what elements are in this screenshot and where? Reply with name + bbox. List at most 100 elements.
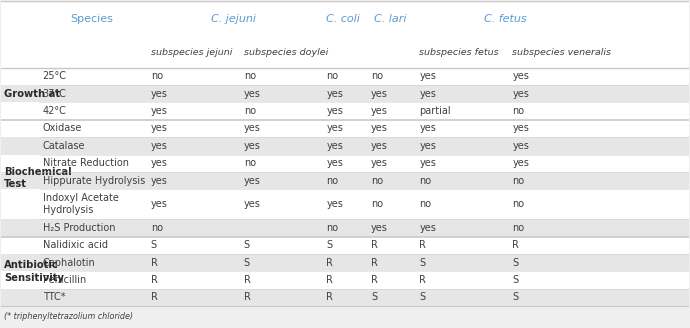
Text: yes: yes (371, 158, 388, 168)
Text: yes: yes (244, 175, 261, 186)
Text: S: S (420, 292, 426, 302)
Text: Indoxyl Acetate
Hydrolysis: Indoxyl Acetate Hydrolysis (43, 193, 119, 215)
Text: R: R (151, 275, 158, 285)
Text: TTC*: TTC* (43, 292, 65, 302)
Text: 25°C: 25°C (43, 71, 67, 81)
Text: yes: yes (513, 123, 529, 133)
Text: yes: yes (151, 123, 168, 133)
Bar (1, 271, 689, 289)
Text: S: S (244, 257, 250, 268)
Text: yes: yes (513, 71, 529, 81)
Text: C. lari: C. lari (373, 14, 406, 25)
Text: yes: yes (420, 158, 436, 168)
Text: yes: yes (371, 141, 388, 151)
Text: no: no (513, 175, 524, 186)
Text: no: no (513, 199, 524, 209)
Text: subspecies veneralis: subspecies veneralis (513, 49, 611, 57)
Text: Antibiotic
Sensitivity: Antibiotic Sensitivity (4, 260, 64, 282)
Text: Penicillin: Penicillin (43, 275, 86, 285)
Text: no: no (326, 175, 339, 186)
Text: yes: yes (513, 141, 529, 151)
Text: no: no (244, 71, 256, 81)
Text: no: no (151, 71, 163, 81)
Text: S: S (513, 275, 518, 285)
Text: yes: yes (420, 223, 436, 233)
Text: yes: yes (244, 123, 261, 133)
Text: S: S (420, 257, 426, 268)
Text: yes: yes (244, 199, 261, 209)
Text: Hippurate Hydrolysis: Hippurate Hydrolysis (43, 175, 145, 186)
Text: R: R (513, 240, 519, 250)
Text: C. jejuni: C. jejuni (210, 14, 255, 25)
Text: S: S (513, 257, 518, 268)
Text: Growth at: Growth at (4, 89, 60, 99)
Text: R: R (371, 275, 378, 285)
Text: 42°C: 42°C (43, 106, 66, 116)
Text: yes: yes (371, 223, 388, 233)
Text: yes: yes (151, 199, 168, 209)
Text: R: R (151, 257, 158, 268)
Text: R: R (244, 292, 250, 302)
Text: no: no (244, 158, 256, 168)
Bar (1, 189, 689, 219)
Text: yes: yes (244, 141, 261, 151)
Text: R: R (420, 240, 426, 250)
Text: R: R (326, 257, 333, 268)
Text: yes: yes (151, 89, 168, 99)
Text: Oxidase: Oxidase (43, 123, 82, 133)
Bar (1, 85, 689, 102)
Text: C. fetus: C. fetus (484, 14, 526, 25)
Text: yes: yes (326, 158, 344, 168)
Text: R: R (244, 275, 250, 285)
Text: yes: yes (513, 89, 529, 99)
Text: no: no (326, 223, 339, 233)
Text: R: R (151, 292, 158, 302)
Bar (1, 102, 689, 120)
Text: R: R (326, 292, 333, 302)
Text: subspecies jejuni: subspecies jejuni (151, 49, 233, 57)
Text: yes: yes (371, 123, 388, 133)
Text: yes: yes (513, 158, 529, 168)
Bar (1, 289, 689, 306)
Text: Biochemical
Test: Biochemical Test (4, 167, 72, 189)
Text: S: S (151, 240, 157, 250)
Text: R: R (420, 275, 426, 285)
Text: no: no (420, 199, 431, 209)
Text: no: no (244, 106, 256, 116)
Text: no: no (326, 71, 339, 81)
Text: no: no (420, 175, 431, 186)
Text: no: no (151, 223, 163, 233)
Text: 37°C: 37°C (43, 89, 66, 99)
Text: S: S (513, 292, 518, 302)
Text: yes: yes (420, 123, 436, 133)
Text: Cephalotin: Cephalotin (43, 257, 95, 268)
Text: partial: partial (420, 106, 451, 116)
Text: yes: yes (244, 89, 261, 99)
Text: yes: yes (326, 141, 344, 151)
Text: yes: yes (326, 199, 344, 209)
Bar (1, 137, 689, 154)
Text: Catalase: Catalase (43, 141, 85, 151)
Text: Nitrate Reduction: Nitrate Reduction (43, 158, 129, 168)
Text: yes: yes (326, 89, 344, 99)
Text: yes: yes (151, 175, 168, 186)
Bar (1, 68, 689, 85)
Text: no: no (513, 106, 524, 116)
Text: yes: yes (151, 106, 168, 116)
Text: yes: yes (420, 71, 436, 81)
Bar (1, 236, 689, 254)
Text: yes: yes (371, 106, 388, 116)
Text: yes: yes (371, 89, 388, 99)
Text: no: no (371, 175, 383, 186)
Text: R: R (326, 275, 333, 285)
Text: Species: Species (70, 14, 113, 25)
Text: subspecies doylei: subspecies doylei (244, 49, 328, 57)
Text: S: S (244, 240, 250, 250)
Text: (* triphenyltetrazolium chloride): (* triphenyltetrazolium chloride) (4, 312, 133, 321)
Text: R: R (371, 240, 378, 250)
Text: yes: yes (420, 89, 436, 99)
Text: yes: yes (420, 141, 436, 151)
Text: yes: yes (151, 158, 168, 168)
Text: no: no (513, 223, 524, 233)
Text: Nalidixic acid: Nalidixic acid (43, 240, 108, 250)
